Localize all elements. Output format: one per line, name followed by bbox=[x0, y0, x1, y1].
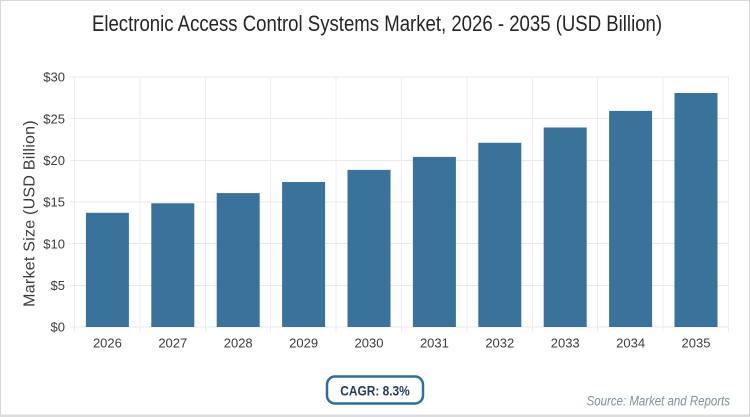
svg-text:Source: Market and Reports: Source: Market and Reports bbox=[587, 394, 730, 409]
svg-text:$30: $30 bbox=[43, 70, 65, 85]
svg-text:2031: 2031 bbox=[420, 336, 449, 351]
svg-text:$15: $15 bbox=[43, 195, 65, 210]
svg-text:$0: $0 bbox=[51, 320, 65, 335]
svg-text:Electronic Access Control Syst: Electronic Access Control Systems Market… bbox=[92, 13, 662, 37]
svg-text:$25: $25 bbox=[43, 111, 65, 126]
svg-text:2033: 2033 bbox=[551, 336, 580, 351]
svg-text:2026: 2026 bbox=[93, 336, 122, 351]
svg-text:$20: $20 bbox=[43, 153, 65, 168]
svg-text:2029: 2029 bbox=[289, 336, 318, 351]
svg-text:2032: 2032 bbox=[485, 336, 514, 351]
svg-text:2035: 2035 bbox=[682, 336, 711, 351]
svg-text:CAGR: 8.3%: CAGR: 8.3% bbox=[340, 383, 410, 399]
svg-text:2028: 2028 bbox=[224, 336, 253, 351]
svg-text:2030: 2030 bbox=[355, 336, 384, 351]
svg-text:$5: $5 bbox=[51, 278, 65, 293]
svg-text:$10: $10 bbox=[43, 236, 65, 251]
svg-text:2034: 2034 bbox=[616, 336, 645, 351]
svg-text:Market Size (USD Billion): Market Size (USD Billion) bbox=[22, 120, 39, 307]
svg-text:2027: 2027 bbox=[158, 336, 187, 351]
